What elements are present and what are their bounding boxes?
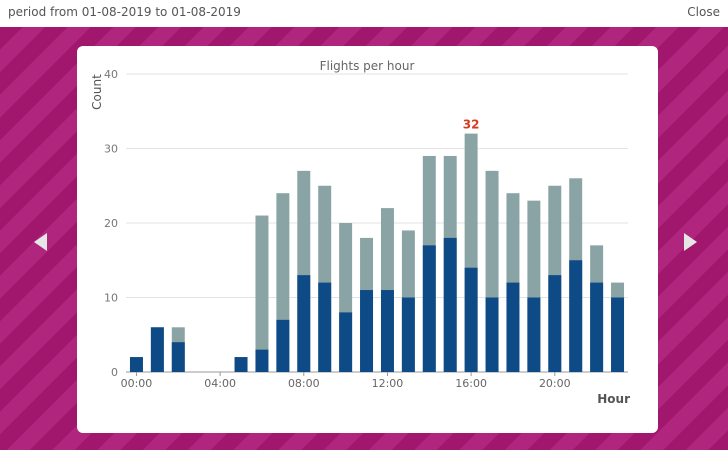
chart-card: 0 10 20 30 40 Flights per hour Count 00:00 04:00…	[77, 46, 658, 433]
top-bar: period from 01-08-2019 to 01-08-2019 Clo…	[0, 0, 728, 27]
bar-part	[506, 282, 520, 372]
bar-part	[255, 349, 269, 372]
x-tick-label: 00:00	[121, 377, 153, 390]
x-axis-label: Hour	[597, 392, 630, 406]
bar-total	[255, 215, 269, 372]
x-tick-label: 04:00	[204, 377, 236, 390]
y-tick-label: 30	[104, 143, 118, 156]
bar-part	[129, 357, 143, 372]
peak-value-label: 32	[463, 118, 480, 132]
period-text: period from 01-08-2019 to 01-08-2019	[8, 5, 241, 19]
y-tick-label: 20	[104, 217, 118, 230]
flights-per-hour-chart: 0 10 20 30 40 Flights per hour Count 00:00 04:00…	[90, 59, 630, 406]
bar-part	[360, 290, 374, 372]
bar-part	[380, 290, 394, 372]
bar-part	[171, 342, 185, 372]
bar-part	[611, 297, 625, 372]
bar-part	[527, 297, 541, 372]
bar-part	[339, 312, 353, 372]
y-axis-label: Count	[90, 74, 104, 110]
x-tick-label: 12:00	[372, 377, 404, 390]
bar-part	[401, 297, 415, 372]
bar-part	[318, 282, 332, 372]
bar-part	[590, 282, 604, 372]
triangle-left-icon[interactable]	[34, 233, 47, 251]
triangle-right-icon[interactable]	[684, 233, 697, 251]
x-tick-label: 08:00	[288, 377, 320, 390]
x-tick-label: 16:00	[455, 377, 487, 390]
close-button[interactable]: Close	[687, 5, 720, 19]
bar-part	[485, 297, 499, 372]
y-tick-label: 40	[104, 68, 118, 81]
bar-part	[422, 245, 436, 372]
bar-part	[464, 267, 478, 372]
lightbox-stage: 0 10 20 30 40 Flights per hour Count 00:00 04:00…	[0, 27, 728, 450]
chart-title: Flights per hour	[320, 59, 415, 73]
bar-part	[276, 319, 290, 372]
y-tick-label: 10	[104, 292, 118, 305]
bar-part	[234, 357, 248, 372]
bar-part	[443, 237, 457, 372]
y-tick-label: 0	[111, 366, 118, 379]
bar-part	[297, 275, 311, 372]
bar-part	[150, 327, 164, 372]
bar-part	[569, 260, 583, 372]
bar-part	[548, 275, 562, 372]
x-tick-label: 20:00	[539, 377, 571, 390]
